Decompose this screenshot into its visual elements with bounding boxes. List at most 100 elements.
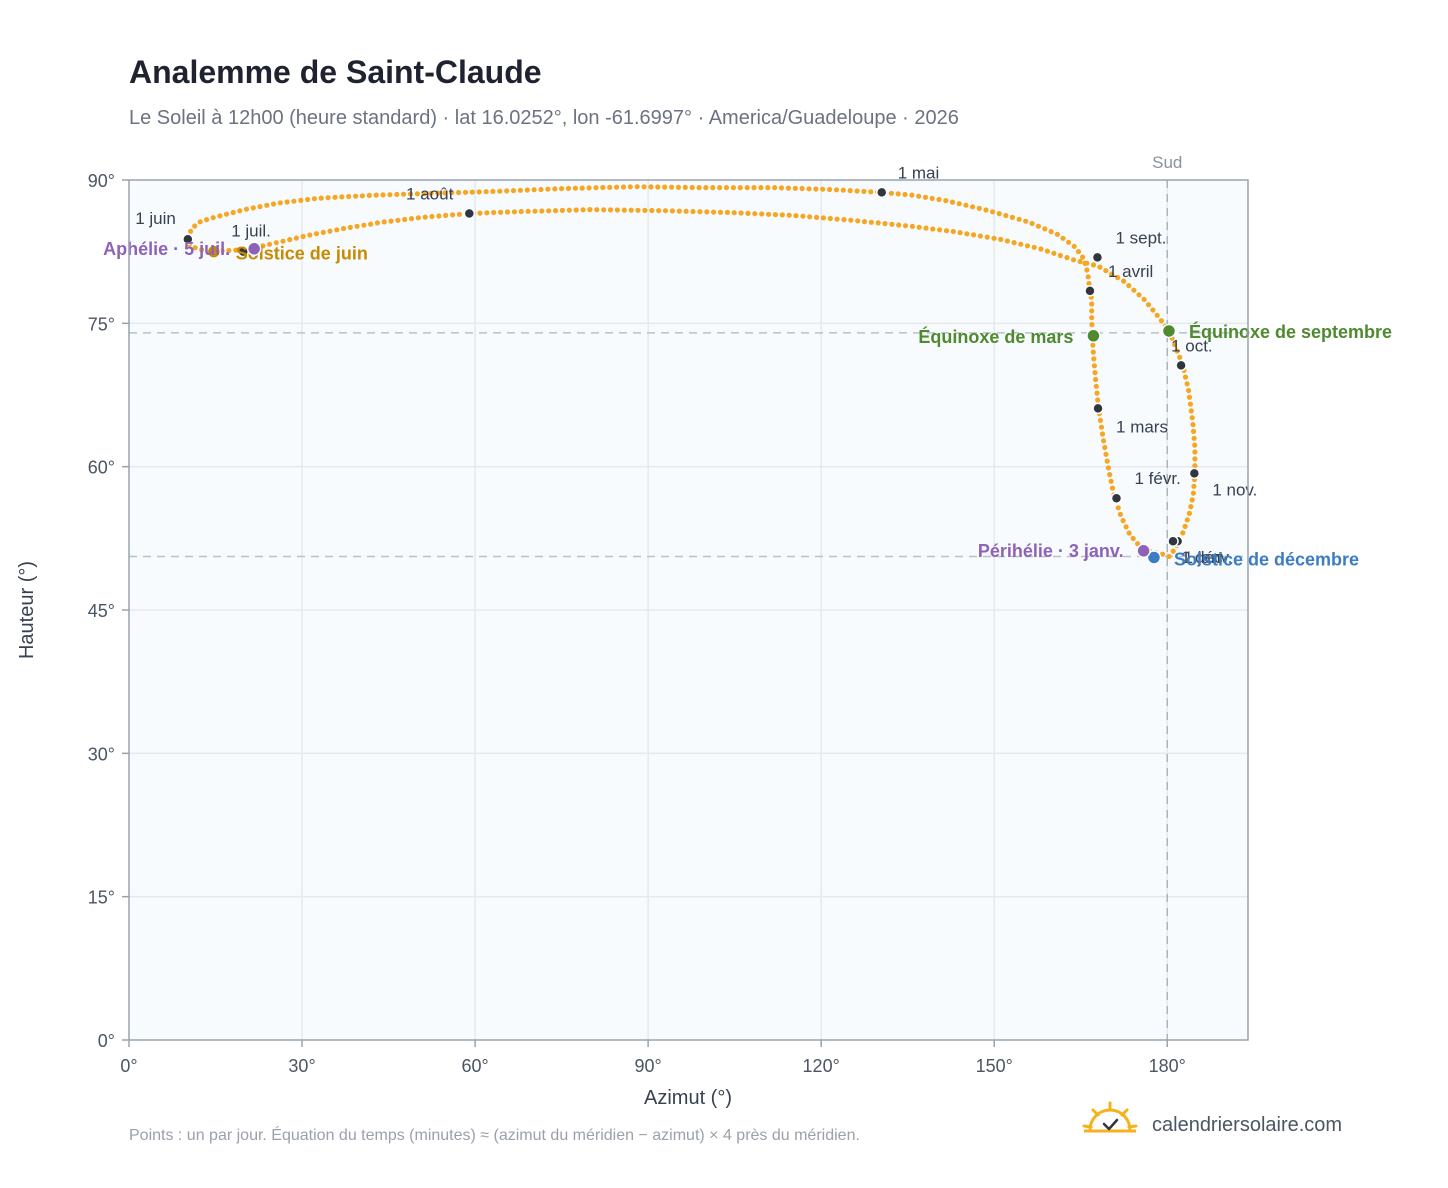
daily-point (737, 185, 743, 191)
daily-point (388, 218, 394, 224)
daily-point (1102, 444, 1108, 451)
daily-point (711, 209, 717, 215)
daily-point (752, 211, 758, 217)
daily-point (233, 247, 239, 253)
month-label: 1 nov. (1212, 480, 1257, 499)
daily-point (1031, 244, 1037, 250)
daily-point (896, 222, 902, 228)
daily-point (359, 193, 365, 199)
daily-point (731, 210, 737, 216)
daily-point (949, 199, 956, 205)
daily-point (300, 233, 306, 240)
daily-point (970, 204, 976, 210)
month-label: 1 mars (1116, 417, 1168, 436)
daily-point (793, 213, 799, 219)
daily-point (1094, 390, 1100, 396)
daily-point (546, 208, 552, 214)
daily-point (1190, 422, 1196, 428)
x-tick-label: 180° (1149, 1056, 1186, 1076)
daily-point (1123, 524, 1129, 530)
daily-point (280, 238, 286, 244)
daily-point (226, 247, 232, 254)
footnote: Points : un par jour. Équation du temps … (129, 1125, 860, 1144)
daily-point (785, 185, 792, 191)
daily-point (683, 208, 689, 214)
month-label: 1 mai (898, 163, 940, 182)
daily-point (484, 210, 490, 216)
daily-point (456, 189, 462, 196)
y-tick-label: 30° (88, 744, 115, 764)
daily-point (854, 188, 860, 194)
daily-point (662, 208, 669, 214)
grid (129, 180, 1248, 1040)
daily-point (531, 187, 537, 193)
x-axis-label: Azimut (°) (644, 1087, 732, 1109)
daily-point (1131, 287, 1137, 293)
x-tick-label: 120° (803, 1056, 840, 1076)
daily-point (483, 189, 489, 195)
daily-point (339, 194, 345, 200)
daily-point (937, 227, 943, 233)
event-markers: Équinoxe de mars Équinoxe de septembre Sol… (103, 239, 1392, 570)
daily-point (717, 185, 723, 191)
daily-point (518, 208, 524, 215)
daily-point (662, 184, 668, 190)
month-label: 1 févr. (1134, 469, 1180, 488)
daily-point (334, 227, 340, 233)
daily-point (380, 192, 386, 198)
daily-point (545, 186, 551, 192)
daily-point (956, 201, 962, 207)
daily-point (1071, 243, 1077, 249)
daily-point (1184, 381, 1190, 387)
daily-point (759, 211, 765, 217)
daily-point (1184, 517, 1190, 523)
daily-point (1092, 370, 1098, 376)
daily-point (998, 236, 1004, 242)
daily-point (1085, 274, 1091, 280)
daily-point (1051, 250, 1057, 256)
daily-point (538, 186, 544, 193)
daily-point (307, 232, 313, 238)
daily-point (936, 196, 942, 203)
daily-point (779, 212, 785, 218)
daily-point (813, 186, 819, 192)
y-tick-label: 15° (88, 888, 115, 908)
daily-point (820, 186, 826, 192)
daily-point (490, 188, 496, 194)
daily-point (996, 211, 1002, 217)
daily-point (1108, 478, 1114, 484)
daily-point (422, 214, 428, 220)
daily-point (1060, 235, 1066, 241)
x-tick-label: 90° (635, 1056, 662, 1076)
chart-title: Analemme de Saint-Claude (129, 54, 542, 90)
daily-point (1004, 238, 1011, 244)
daily-point (827, 215, 833, 222)
daily-point (990, 209, 996, 215)
month-point (182, 233, 194, 245)
daily-point (628, 207, 634, 213)
daily-point (1077, 259, 1083, 265)
daily-point (717, 209, 724, 215)
daily-point (1136, 292, 1142, 298)
daily-point (1097, 417, 1103, 423)
daily-point (1126, 530, 1132, 536)
daily-point (1103, 268, 1109, 274)
daily-point (456, 211, 462, 217)
daily-point (807, 214, 813, 220)
daily-point (778, 185, 785, 191)
month-point (463, 207, 476, 220)
daily-point (353, 193, 359, 199)
daily-point (573, 207, 579, 213)
daily-point (230, 209, 236, 216)
daily-point (930, 226, 936, 232)
daily-point (477, 210, 483, 216)
daily-point (1191, 435, 1197, 441)
daily-point (704, 209, 710, 215)
daily-point (277, 200, 283, 206)
daily-point (1057, 252, 1063, 259)
reference-lines: Sud (129, 153, 1248, 1040)
y-tick-label: 90° (88, 171, 115, 191)
daily-point (476, 189, 482, 195)
daily-point (1115, 505, 1121, 511)
